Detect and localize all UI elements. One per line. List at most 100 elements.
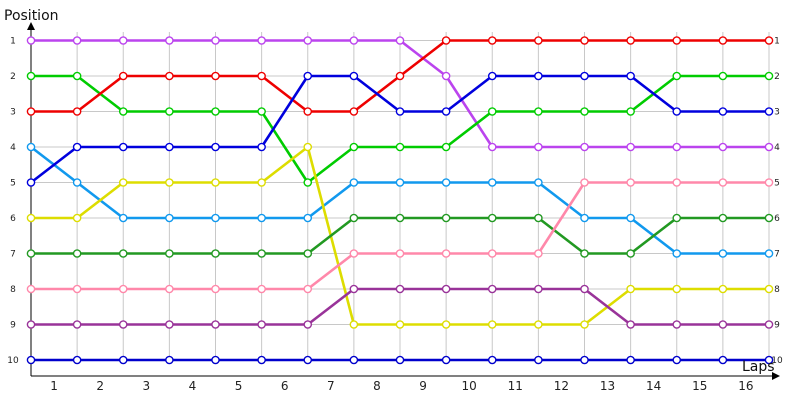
- data-point: [487, 320, 497, 329]
- x-tick-label: 3: [142, 379, 150, 393]
- data-point: [672, 249, 682, 258]
- data-point: [303, 355, 313, 365]
- data-point: [441, 213, 451, 223]
- y-tick-label-right: 4: [774, 143, 780, 153]
- data-point: [718, 36, 728, 45]
- data-point: [764, 178, 774, 187]
- y-tick-label-right: 3: [774, 108, 780, 118]
- data-point: [626, 71, 635, 81]
- data-point: [303, 249, 313, 258]
- data-point: [72, 213, 82, 223]
- series-8: [26, 178, 774, 294]
- data-point: [257, 320, 266, 329]
- data-point: [626, 107, 635, 116]
- data-point: [764, 213, 774, 223]
- data-point: [395, 71, 405, 81]
- y-tick-label-left: 9: [10, 321, 16, 331]
- data-point: [580, 142, 589, 152]
- data-point: [72, 71, 82, 81]
- data-point: [349, 178, 359, 187]
- data-point: [211, 142, 220, 152]
- data-point: [26, 178, 36, 187]
- data-point: [580, 36, 589, 45]
- data-point: [626, 320, 635, 329]
- data-point: [672, 284, 682, 294]
- series-7: [26, 213, 774, 258]
- x-tick-label: 7: [327, 379, 335, 393]
- data-point: [487, 213, 497, 223]
- x-tick-label: 5: [235, 379, 243, 393]
- data-point: [441, 36, 451, 45]
- data-point: [257, 36, 266, 45]
- data-point: [211, 355, 220, 365]
- y-tick-label-right: 6: [774, 214, 780, 224]
- data-point: [257, 142, 266, 152]
- y-tick-label-right: 1: [774, 37, 780, 47]
- data-point: [118, 284, 128, 294]
- x-axis-title: Laps: [742, 359, 775, 375]
- data-point: [672, 71, 682, 81]
- data-point: [257, 71, 266, 81]
- data-point: [211, 178, 220, 187]
- x-axis-arrow: [772, 372, 780, 380]
- data-point: [165, 107, 174, 116]
- data-point: [72, 284, 82, 294]
- series-5: [26, 71, 774, 187]
- data-point: [303, 71, 313, 81]
- data-point: [165, 355, 174, 365]
- data-point: [626, 213, 635, 223]
- y-tick-label-left: 8: [10, 285, 16, 295]
- y-tick-label-right: 5: [774, 179, 780, 189]
- y-tick-label-right: 9: [774, 321, 780, 331]
- data-point: [118, 213, 128, 223]
- data-point: [534, 320, 543, 329]
- y-tick-label-left: 7: [10, 250, 16, 260]
- data-point: [718, 355, 728, 365]
- data-point: [26, 355, 36, 365]
- data-point: [718, 142, 728, 152]
- data-point: [118, 71, 128, 81]
- series-9: [26, 284, 774, 329]
- data-point: [441, 142, 451, 152]
- data-point: [72, 320, 82, 329]
- data-point: [72, 249, 82, 258]
- data-point: [349, 71, 359, 81]
- data-point: [534, 142, 543, 152]
- data-point: [626, 178, 635, 187]
- data-point: [303, 107, 313, 116]
- data-point: [534, 213, 543, 223]
- x-tick-label: 2: [96, 379, 104, 393]
- data-point: [718, 284, 728, 294]
- data-point: [672, 320, 682, 329]
- series-10: [26, 355, 774, 365]
- data-point: [26, 142, 36, 152]
- data-point: [395, 142, 405, 152]
- data-point: [26, 107, 36, 116]
- data-point: [349, 355, 359, 365]
- data-point: [211, 107, 220, 116]
- data-point: [764, 71, 774, 81]
- data-point: [441, 71, 451, 81]
- data-point: [672, 142, 682, 152]
- data-point: [72, 355, 82, 365]
- data-point: [303, 320, 313, 329]
- data-point: [165, 36, 174, 45]
- data-point: [718, 178, 728, 187]
- data-point: [211, 249, 220, 258]
- data-point: [580, 320, 589, 329]
- data-point: [626, 284, 635, 294]
- data-point: [257, 249, 266, 258]
- data-point: [165, 142, 174, 152]
- data-point: [441, 355, 451, 365]
- data-point: [257, 178, 266, 187]
- data-point: [349, 36, 359, 45]
- data-point: [534, 284, 543, 294]
- data-point: [534, 178, 543, 187]
- data-point: [718, 71, 728, 81]
- data-point: [487, 36, 497, 45]
- data-point: [257, 284, 266, 294]
- series-2: [26, 71, 774, 187]
- data-point: [487, 178, 497, 187]
- data-point: [349, 213, 359, 223]
